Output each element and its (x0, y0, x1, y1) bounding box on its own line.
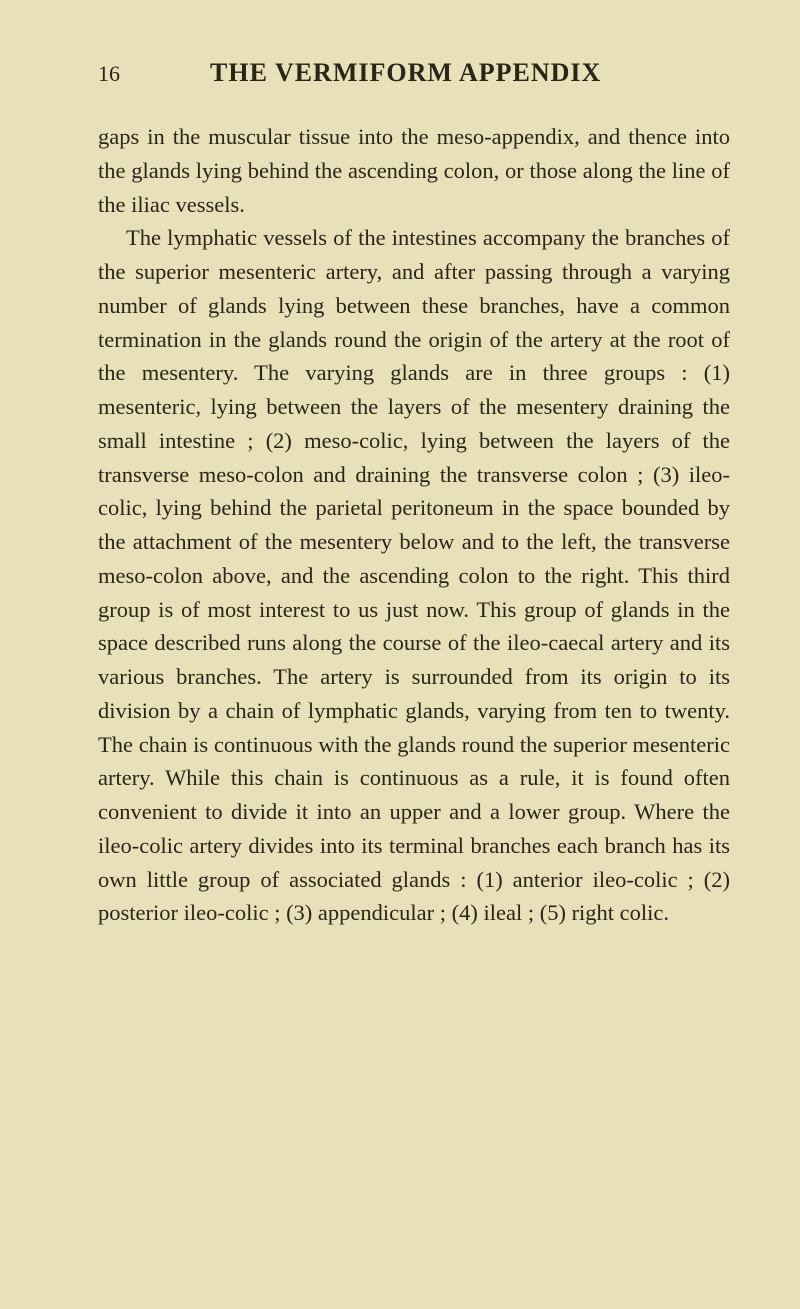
page-title: THE VERMIFORM APPENDIX (210, 58, 601, 88)
body-text: gaps in the muscular tissue into the mes… (98, 120, 730, 930)
paragraph-1: gaps in the muscular tissue into the mes… (98, 120, 730, 221)
page-header: 16 THE VERMIFORM APPENDIX (98, 58, 730, 88)
paragraph-2: The lymphatic vessels of the intestines … (98, 221, 730, 930)
page-number: 16 (98, 61, 120, 87)
